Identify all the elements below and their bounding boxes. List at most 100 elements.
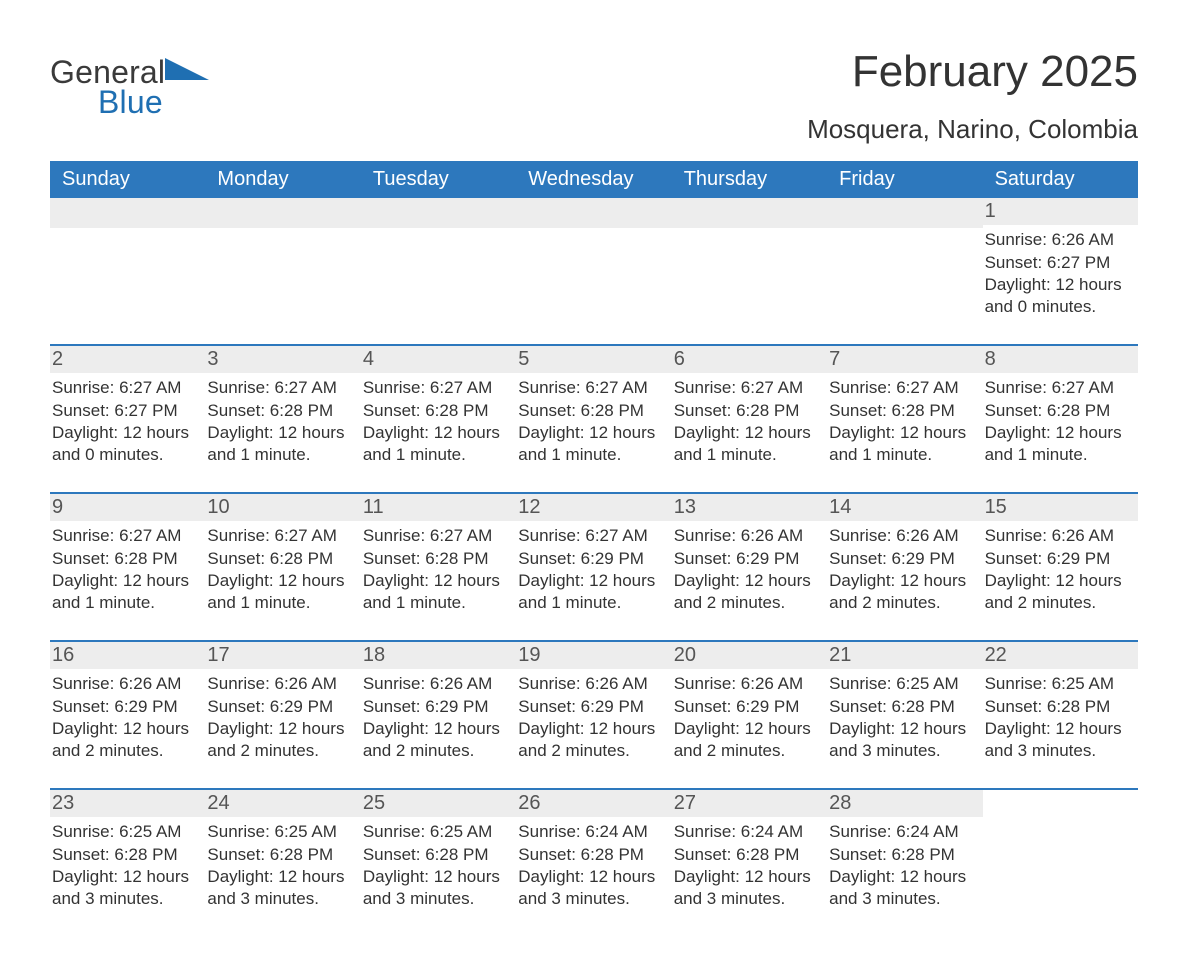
- sunrise-text: Sunrise: 6:26 AM: [52, 673, 195, 694]
- sunset-text: Sunset: 6:29 PM: [829, 548, 972, 569]
- title-block: February 2025 Mosquera, Narino, Colombia: [807, 48, 1138, 145]
- day-number: 25: [361, 790, 516, 817]
- dow-sunday: Sunday: [50, 161, 205, 198]
- day-info: Sunrise: 6:25 AMSunset: 6:28 PMDaylight:…: [829, 673, 972, 761]
- sunset-text: Sunset: 6:28 PM: [363, 548, 506, 569]
- daylight-text: and 3 minutes.: [52, 888, 195, 909]
- dow-saturday: Saturday: [983, 161, 1138, 198]
- day-cell: 3Sunrise: 6:27 AMSunset: 6:28 PMDaylight…: [205, 346, 360, 492]
- day-info: Sunrise: 6:27 AMSunset: 6:28 PMDaylight:…: [52, 525, 195, 613]
- day-info: Sunrise: 6:24 AMSunset: 6:28 PMDaylight:…: [674, 821, 817, 909]
- daylight-text: and 2 minutes.: [52, 740, 195, 761]
- sunset-text: Sunset: 6:28 PM: [207, 400, 350, 421]
- daylight-text: and 1 minute.: [363, 444, 506, 465]
- day-cell: 26Sunrise: 6:24 AMSunset: 6:28 PMDayligh…: [516, 790, 671, 936]
- day-empty: [50, 198, 205, 344]
- daylight-text: Daylight: 12 hours: [207, 570, 350, 591]
- day-cell: 6Sunrise: 6:27 AMSunset: 6:28 PMDaylight…: [672, 346, 827, 492]
- day-info: Sunrise: 6:26 AMSunset: 6:29 PMDaylight:…: [207, 673, 350, 761]
- day-cell: 8Sunrise: 6:27 AMSunset: 6:28 PMDaylight…: [983, 346, 1138, 492]
- daylight-text: and 0 minutes.: [52, 444, 195, 465]
- day-empty: [983, 790, 1138, 936]
- day-info: Sunrise: 6:27 AMSunset: 6:28 PMDaylight:…: [829, 377, 972, 465]
- day-cell: 15Sunrise: 6:26 AMSunset: 6:29 PMDayligh…: [983, 494, 1138, 640]
- day-number: 7: [827, 346, 982, 373]
- sunset-text: Sunset: 6:28 PM: [985, 696, 1128, 717]
- sunset-text: Sunset: 6:28 PM: [363, 844, 506, 865]
- calendar-grid: Sunday Monday Tuesday Wednesday Thursday…: [50, 161, 1138, 936]
- sunrise-text: Sunrise: 6:27 AM: [363, 525, 506, 546]
- day-number: 23: [50, 790, 205, 817]
- day-cell: 9Sunrise: 6:27 AMSunset: 6:28 PMDaylight…: [50, 494, 205, 640]
- sunrise-text: Sunrise: 6:27 AM: [518, 525, 661, 546]
- day-number: 11: [361, 494, 516, 521]
- day-info: Sunrise: 6:24 AMSunset: 6:28 PMDaylight:…: [518, 821, 661, 909]
- daylight-text: and 3 minutes.: [518, 888, 661, 909]
- daylight-text: Daylight: 12 hours: [518, 570, 661, 591]
- daylight-text: Daylight: 12 hours: [518, 866, 661, 887]
- day-cell: 5 Sunrise: 6:27 AMSunset: 6:28 PMDaylight…: [516, 346, 671, 492]
- day-cell: 22Sunrise: 6:25 AMSunset: 6:28 PMDayligh…: [983, 642, 1138, 788]
- week-row: 1 Sunrise: 6:26 AM Sunset: 6:27 PM Dayli…: [50, 198, 1138, 344]
- sunrise-text: Sunrise: 6:24 AM: [829, 821, 972, 842]
- day-cell: 12Sunrise: 6:27 AMSunset: 6:29 PMDayligh…: [516, 494, 671, 640]
- daylight-text: and 2 minutes.: [829, 592, 972, 613]
- day-info: Sunrise: 6:26 AM Sunset: 6:27 PM Dayligh…: [985, 229, 1128, 317]
- daylight-text: Daylight: 12 hours: [518, 422, 661, 443]
- daylight-text: Daylight: 12 hours: [363, 422, 506, 443]
- day-info: Sunrise: 6:27 AMSunset: 6:28 PMDaylight:…: [207, 525, 350, 613]
- day-cell: 11 Sunrise: 6:27 AMSunset: 6:28 PMDayligh…: [361, 494, 516, 640]
- day-number: 5: [516, 346, 671, 373]
- sunrise-text: Sunrise: 6:27 AM: [829, 377, 972, 398]
- day-number: 16: [50, 642, 205, 669]
- daylight-text: Daylight: 12 hours: [518, 718, 661, 739]
- header-row: General Blue February 2025 Mosquera, Nar…: [50, 48, 1138, 145]
- day-info: Sunrise: 6:24 AMSunset: 6:28 PMDaylight:…: [829, 821, 972, 909]
- sunrise-text: Sunrise: 6:27 AM: [518, 377, 661, 398]
- daylight-text: Daylight: 12 hours: [674, 866, 817, 887]
- day-number: 4: [361, 346, 516, 373]
- sunset-text: Sunset: 6:28 PM: [985, 400, 1128, 421]
- day-number: 6: [672, 346, 827, 373]
- sunrise-text: Sunrise: 6:26 AM: [985, 229, 1128, 250]
- daylight-text: and 1 minute.: [674, 444, 817, 465]
- daylight-text: Daylight: 12 hours: [52, 718, 195, 739]
- sunset-text: Sunset: 6:28 PM: [518, 400, 661, 421]
- sunrise-text: Sunrise: 6:24 AM: [518, 821, 661, 842]
- day-info: Sunrise: 6:27 AMSunset: 6:28 PMDaylight:…: [207, 377, 350, 465]
- daylight-text: and 1 minute.: [985, 444, 1128, 465]
- daylight-text: and 3 minutes.: [207, 888, 350, 909]
- daylight-text: Daylight: 12 hours: [363, 866, 506, 887]
- day-info: Sunrise: 6:26 AMSunset: 6:29 PMDaylight:…: [829, 525, 972, 613]
- daylight-text: and 1 minute.: [363, 592, 506, 613]
- day-number: 17: [205, 642, 360, 669]
- daylight-text: and 1 minute.: [518, 444, 661, 465]
- daylight-text: and 2 minutes.: [674, 592, 817, 613]
- brand-triangle-icon: [165, 58, 209, 80]
- sunset-text: Sunset: 6:28 PM: [52, 548, 195, 569]
- sunrise-text: Sunrise: 6:27 AM: [674, 377, 817, 398]
- calendar-page: General Blue February 2025 Mosquera, Nar…: [0, 0, 1188, 976]
- day-info: Sunrise: 6:26 AMSunset: 6:29 PMDaylight:…: [985, 525, 1128, 613]
- day-info: Sunrise: 6:25 AMSunset: 6:28 PMDaylight:…: [207, 821, 350, 909]
- sunset-text: Sunset: 6:28 PM: [518, 844, 661, 865]
- daylight-text: and 3 minutes.: [829, 888, 972, 909]
- day-number: 14: [827, 494, 982, 521]
- sunrise-text: Sunrise: 6:25 AM: [207, 821, 350, 842]
- day-empty: [205, 198, 360, 344]
- daylight-text: Daylight: 12 hours: [52, 866, 195, 887]
- day-info: Sunrise: 6:27 AMSunset: 6:28 PMDaylight:…: [363, 525, 506, 613]
- daylight-text: Daylight: 12 hours: [985, 570, 1128, 591]
- day-number: 18: [361, 642, 516, 669]
- daylight-text: and 2 minutes.: [207, 740, 350, 761]
- dow-wednesday: Wednesday: [516, 161, 671, 198]
- day-number: 20: [672, 642, 827, 669]
- sunrise-text: Sunrise: 6:26 AM: [985, 525, 1128, 546]
- day-number: 10: [205, 494, 360, 521]
- day-info: Sunrise: 6:26 AMSunset: 6:29 PMDaylight:…: [52, 673, 195, 761]
- day-of-week-header: Sunday Monday Tuesday Wednesday Thursday…: [50, 161, 1138, 198]
- day-number: 24: [205, 790, 360, 817]
- dow-monday: Monday: [205, 161, 360, 198]
- sunrise-text: Sunrise: 6:25 AM: [829, 673, 972, 694]
- daylight-text: Daylight: 12 hours: [674, 718, 817, 739]
